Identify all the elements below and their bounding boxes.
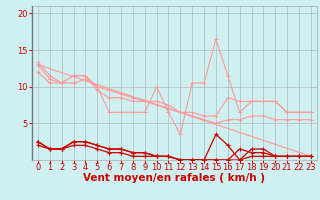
X-axis label: Vent moyen/en rafales ( km/h ): Vent moyen/en rafales ( km/h ) [84, 173, 265, 183]
